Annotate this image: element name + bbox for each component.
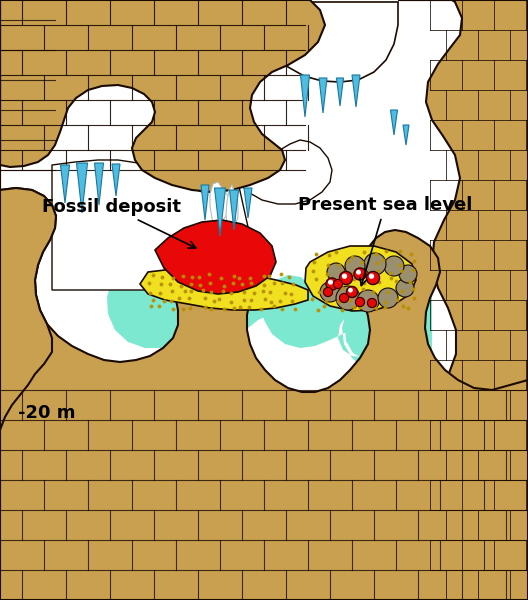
Polygon shape (230, 190, 239, 230)
Polygon shape (352, 75, 360, 107)
Polygon shape (155, 220, 276, 294)
Polygon shape (226, 185, 238, 248)
Circle shape (399, 265, 417, 283)
Text: -20 m: -20 m (18, 404, 76, 422)
Polygon shape (305, 246, 416, 311)
Polygon shape (77, 163, 88, 213)
Circle shape (367, 298, 376, 307)
Circle shape (354, 268, 366, 280)
Polygon shape (201, 185, 209, 220)
Polygon shape (140, 269, 308, 310)
Circle shape (366, 271, 380, 284)
Circle shape (370, 274, 373, 278)
Polygon shape (300, 75, 309, 117)
Circle shape (357, 290, 379, 312)
Circle shape (343, 274, 346, 278)
Polygon shape (0, 0, 56, 430)
Circle shape (384, 256, 404, 276)
Circle shape (346, 286, 357, 298)
Circle shape (334, 280, 343, 289)
Circle shape (336, 286, 360, 310)
Polygon shape (214, 188, 225, 236)
Circle shape (327, 263, 345, 281)
Circle shape (364, 253, 386, 275)
Circle shape (355, 298, 364, 307)
Circle shape (329, 280, 332, 284)
Polygon shape (244, 188, 252, 218)
Text: Present sea level: Present sea level (298, 196, 473, 286)
Polygon shape (398, 0, 528, 600)
Polygon shape (52, 215, 432, 376)
Circle shape (340, 293, 348, 302)
Circle shape (396, 279, 414, 297)
Polygon shape (0, 188, 528, 600)
Circle shape (326, 278, 338, 290)
Circle shape (378, 288, 398, 308)
Circle shape (324, 287, 333, 296)
Polygon shape (95, 163, 103, 205)
Circle shape (357, 271, 360, 274)
Polygon shape (336, 78, 344, 106)
Circle shape (320, 282, 340, 302)
Circle shape (345, 256, 365, 276)
Circle shape (340, 271, 353, 284)
Polygon shape (112, 164, 120, 196)
Polygon shape (258, 2, 398, 82)
Polygon shape (403, 125, 409, 145)
Text: Fossil deposit: Fossil deposit (42, 198, 196, 248)
Polygon shape (0, 0, 325, 192)
Polygon shape (52, 140, 332, 290)
Polygon shape (61, 165, 70, 203)
Polygon shape (391, 110, 398, 135)
Polygon shape (318, 260, 414, 304)
Polygon shape (319, 78, 327, 113)
Circle shape (349, 289, 352, 292)
Polygon shape (210, 182, 230, 242)
